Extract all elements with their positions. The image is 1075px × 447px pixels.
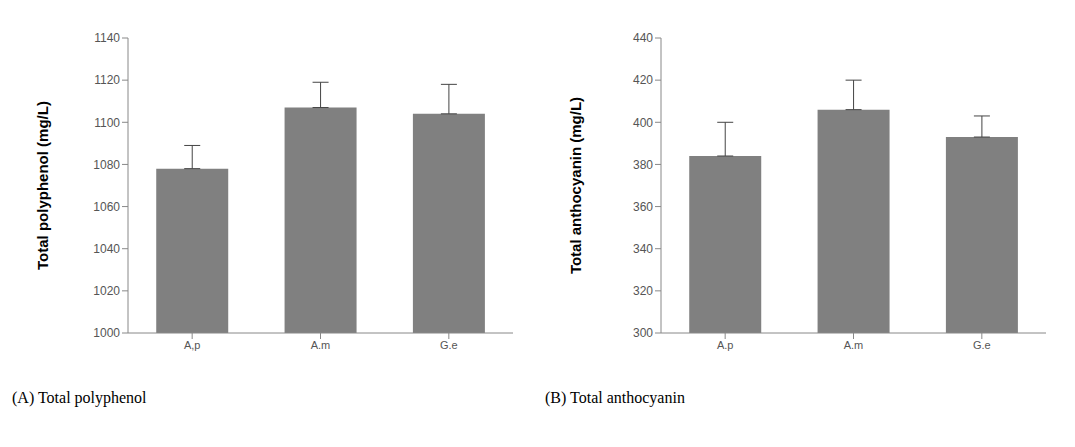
svg-text:440: 440 <box>633 31 653 45</box>
svg-text:340: 340 <box>633 242 653 256</box>
svg-text:G.e: G.e <box>440 339 458 351</box>
svg-text:320: 320 <box>633 284 653 298</box>
svg-text:360: 360 <box>633 200 653 214</box>
svg-text:A.p: A.p <box>717 339 734 351</box>
svg-text:1060: 1060 <box>93 200 120 214</box>
svg-text:400: 400 <box>633 116 653 130</box>
html-text:(B) Total anthocyanin: (B) Total anthocyanin <box>545 389 685 406</box>
svg-text:A,p: A,p <box>184 339 201 351</box>
svg-text:1120: 1120 <box>94 73 120 87</box>
svg-text:Total anthocyanin (mg/L): Total anthocyanin (mg/L) <box>567 97 584 274</box>
svg-text:1100: 1100 <box>94 116 120 130</box>
svg-text:380: 380 <box>633 158 653 172</box>
svg-text:420: 420 <box>633 73 653 87</box>
svg-text:300: 300 <box>633 326 653 340</box>
svg-text:G.e: G.e <box>973 339 991 351</box>
svg-text:1140: 1140 <box>94 31 120 45</box>
svg-text:1020: 1020 <box>93 284 120 298</box>
svg-text:1000: 1000 <box>93 326 120 340</box>
svg-text:A.m: A.m <box>311 339 331 351</box>
svg-text:Total polyphenol (mg/L): Total polyphenol (mg/L) <box>34 101 51 270</box>
svg-text:A.m: A.m <box>844 339 864 351</box>
svg-text:1080: 1080 <box>93 158 120 172</box>
html-text:(A) Total polyphenol: (A) Total polyphenol <box>12 389 147 406</box>
svg-text:1040: 1040 <box>93 242 120 256</box>
